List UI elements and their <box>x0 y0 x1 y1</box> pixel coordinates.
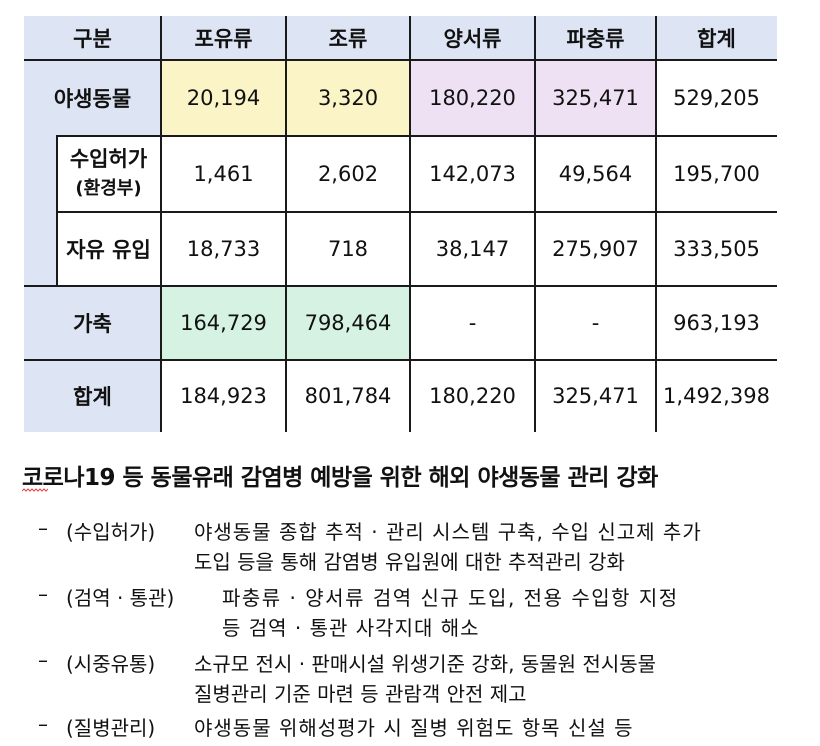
bullet-dash: – <box>38 516 48 540</box>
bullet-text: 야생동물 종합 추적 · 관리 시스템 구축, 수입 신고제 추가 <box>194 520 702 544</box>
table-cell: 529,205 <box>673 86 760 110</box>
grid-line <box>56 211 777 213</box>
bullet-dash: – <box>38 582 48 606</box>
header-category: 구분 <box>24 16 161 60</box>
table-cell: 2,602 <box>317 162 379 186</box>
grid-line <box>285 16 287 432</box>
table-cell: 38,147 <box>435 237 510 261</box>
table-cell: - <box>468 311 477 335</box>
grid-line <box>534 16 536 432</box>
row-label-main: 수입허가 <box>69 147 148 171</box>
table-cell: 20,194 <box>161 60 286 136</box>
table-cell: 275,907 <box>552 237 639 261</box>
bullet-text: 파충류 · 양서류 검역 신규 도입, 전용 수입항 지정 <box>222 586 679 610</box>
header-amphibians: 양서류 <box>410 16 535 60</box>
bullet-tag: (질병관리) <box>66 716 156 740</box>
bullet-text-continued: 도입 등을 통해 감염병 유입원에 대한 추적관리 강화 <box>194 550 625 574</box>
table-cell: 195,700 <box>673 162 760 186</box>
table-cell: 325,471 <box>535 60 656 136</box>
headline: 코로나19 등 동물유래 감염병 예방을 위한 해외 야생동물 관리 강화 <box>22 465 658 491</box>
table-cell: 164,729 <box>161 286 286 360</box>
grid-line <box>56 135 58 286</box>
table-row-wildlife: 야생동물 20,194 3,320 180,220 325,471 529,20… <box>24 60 777 136</box>
grid-line <box>24 285 777 287</box>
bullet-dash: – <box>38 712 48 736</box>
grid-line <box>56 135 777 137</box>
table-cell: 18,733 <box>186 237 261 261</box>
grid-line <box>409 16 411 432</box>
table-cell: 333,505 <box>673 237 760 261</box>
table-cell: 1,461 <box>193 162 254 186</box>
table-header-row: 구분 포유류 조류 양서류 파충류 합계 <box>24 16 777 60</box>
table-cell: 184,923 <box>180 384 267 408</box>
header-birds: 조류 <box>286 16 410 60</box>
bullet-text: 소규모 전시 · 판매시설 위생기준 강화, 동물원 전시동물 <box>194 652 657 676</box>
grid-line <box>24 59 777 61</box>
header-mammals: 포유류 <box>161 16 286 60</box>
bullet-text-continued: 등 검역 · 통관 사각지대 해소 <box>222 616 480 640</box>
grid-line <box>160 16 162 432</box>
grid-line <box>655 16 657 432</box>
row-label: 야생동물 <box>24 60 161 136</box>
table-row-livestock: 가축 164,729 798,464 - - 963,193 <box>24 286 777 360</box>
row-label: 자유 유입 <box>66 238 151 262</box>
table-cell: - <box>591 311 600 335</box>
bullet-text-continued: 질병관리 기준 마련 등 관람객 안전 제고 <box>194 682 527 706</box>
statistics-table: 구분 포유류 조류 양서류 파충류 합계 야생동물 20,194 3,320 1… <box>24 16 777 432</box>
spellcheck-underline <box>22 488 48 492</box>
bullet-dash: – <box>38 648 48 672</box>
bullet-text: 야생동물 위해성평가 시 질병 위험도 항목 신설 등 <box>194 716 634 740</box>
bullet-tag: (수입허가) <box>66 520 156 544</box>
table-cell: 798,464 <box>286 286 410 360</box>
header-total: 합계 <box>656 16 777 60</box>
table-row-import-permit: 수입허가 (환경부) 1,461 2,602 142,073 49,564 19… <box>24 136 777 212</box>
table-cell: 3,320 <box>286 60 410 136</box>
table-cell: 325,471 <box>552 384 639 408</box>
row-label: 합계 <box>24 360 161 432</box>
table-cell: 1,492,398 <box>663 384 770 408</box>
bullet-tag: (시중유통) <box>66 652 156 676</box>
table-cell: 49,564 <box>558 162 633 186</box>
table-cell: 801,784 <box>304 384 392 408</box>
table-cell: 142,073 <box>429 162 516 186</box>
table-cell: 180,220 <box>410 60 535 136</box>
grid-line <box>24 359 777 361</box>
row-label: 가축 <box>24 286 161 360</box>
table-row-free-inflow: 자유 유입 18,733 718 38,147 275,907 333,505 <box>24 212 777 286</box>
bullet-tag: (검역 · 통관) <box>66 586 175 610</box>
table-cell: 963,193 <box>673 311 760 335</box>
table-row-total: 합계 184,923 801,784 180,220 325,471 1,492… <box>24 360 777 432</box>
row-label: 수입허가 (환경부) <box>56 136 161 212</box>
row-label-sub: (환경부) <box>75 178 142 199</box>
table-cell: 180,220 <box>429 384 516 408</box>
table-cell: 718 <box>327 237 369 261</box>
header-reptiles: 파충류 <box>535 16 656 60</box>
